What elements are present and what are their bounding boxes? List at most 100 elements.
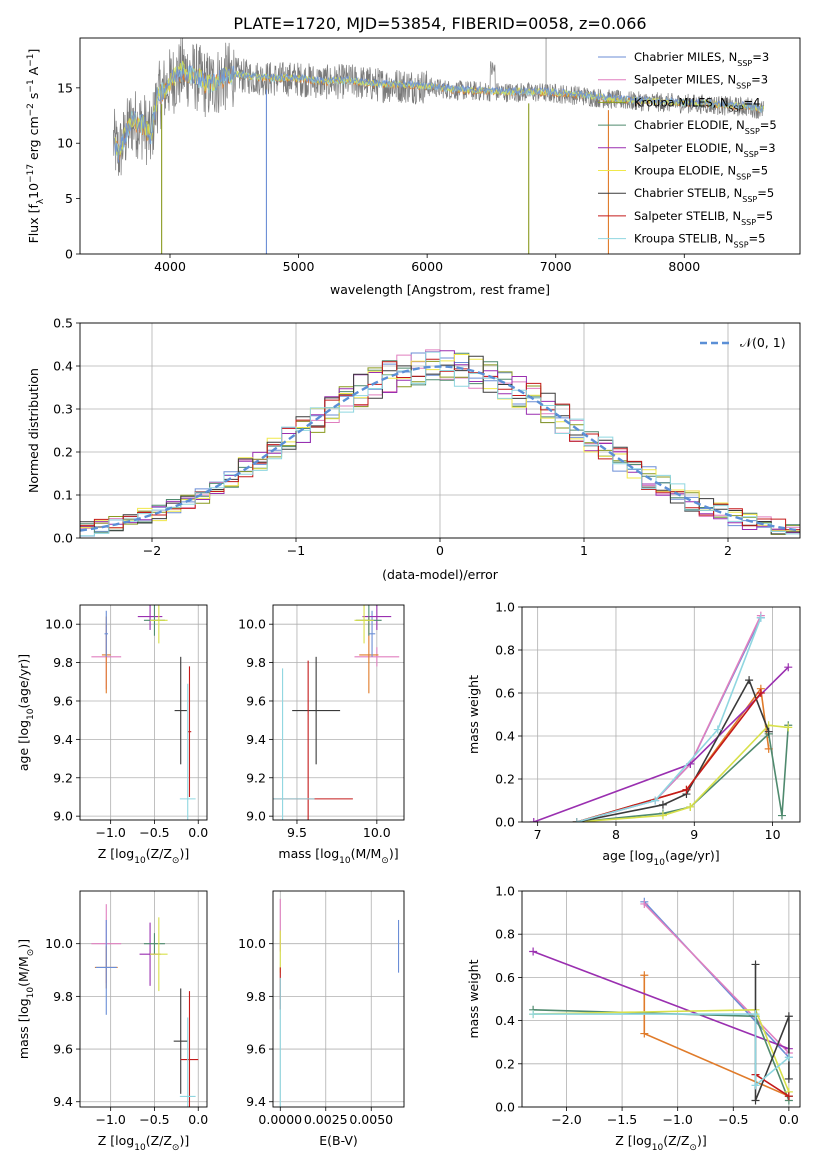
model-fit-line — [114, 64, 764, 163]
figure-title: PLATE=1720, MJD=53854, FIBERID=0058, z=0… — [233, 14, 646, 33]
y-tick-label: 0.2 — [495, 772, 515, 787]
y-tick-label: 5 — [65, 191, 73, 206]
y-tick-label: 9.8 — [246, 989, 266, 1004]
y-axis-label: mass [log10(M/M⊙)] — [16, 939, 36, 1059]
axes-frame — [272, 604, 405, 821]
x-tick-label: −2.0 — [551, 1112, 581, 1127]
y-tick-label: 10.0 — [45, 936, 73, 951]
weight-marker — [658, 811, 667, 820]
data-point — [273, 668, 315, 820]
data-point — [179, 683, 196, 820]
weight-series — [572, 676, 773, 822]
y-axis-label: Flux [fλ10−17 erg cm−2 s−1 A−1] — [26, 49, 46, 244]
spectrum-legend: Chabrier MILES, NSSP=3 Salpeter MILES, NS… — [598, 50, 777, 249]
y-tick-label: 9.0 — [53, 809, 73, 824]
x-tick-label: −0.5 — [139, 1112, 169, 1127]
weight-marker — [651, 796, 660, 805]
axis-label: Z [log10(Z/Z⊙)] — [98, 846, 189, 866]
y-tick-label: 0.4 — [53, 359, 73, 374]
weight-marker — [529, 818, 538, 822]
weight-marker — [686, 802, 695, 811]
x-tick-label: −1 — [287, 543, 305, 558]
weight-marker — [745, 676, 754, 685]
data-point — [292, 656, 341, 765]
data-point — [362, 605, 392, 630]
y-tick-label: 0.3 — [53, 402, 73, 417]
weight-marker — [751, 1096, 760, 1105]
y-tick-label: 10 — [57, 136, 73, 151]
data-point — [173, 988, 188, 1094]
x-tick-label: 10 — [765, 827, 781, 842]
x-axis-label: E(B-V) — [319, 1133, 358, 1148]
weight-line — [532, 950, 790, 1050]
x-tick-label: 0.0 — [779, 1112, 799, 1127]
weight-marker — [640, 971, 649, 980]
mass-vs-z-chart: −1.0 −0.5 0.0 9.4 9.6 9.8 10.0 Z [log10(Z/Z⊙)] m… — [16, 890, 208, 1153]
x-tick-label: −1.5 — [607, 1112, 637, 1127]
axis-label: Z [log10(Z/Z⊙)] — [615, 1133, 706, 1153]
axes-frame — [521, 606, 801, 823]
weight-marker — [682, 785, 691, 794]
x-tick-label: 5000 — [283, 259, 315, 274]
legend-entry: Salpeter MILES, NSSP=3 — [634, 73, 768, 91]
y-tick-label: 9.4 — [53, 1094, 73, 1109]
weight-line — [643, 975, 790, 1097]
weight-marker — [784, 1053, 793, 1062]
x-tick-label: 0.0 — [188, 1112, 208, 1127]
x-tick-label: 8 — [612, 827, 620, 842]
y-axis-label: mass weight — [466, 675, 481, 754]
legend-entry: Kroupa ELODIE, NSSP=5 — [634, 164, 768, 182]
y-tick-label: 10.0 — [45, 617, 73, 632]
x-axis-label: (data-model)/error — [382, 567, 499, 582]
age-vs-z-chart: −1.0 −0.5 0.0 9.0 9.2 9.4 9.6 9.8 10.0 Z [log10(Z… — [16, 604, 208, 866]
weight-marker — [756, 689, 765, 697]
error-bars — [273, 605, 400, 820]
x-tick-label: −0.5 — [139, 825, 169, 840]
y-tick-label: 0.0 — [495, 815, 515, 830]
histogram-series — [80, 351, 800, 537]
weight-marker — [529, 1010, 538, 1019]
data-point — [180, 991, 199, 1107]
weight-series — [529, 663, 793, 822]
histogram-series — [80, 352, 800, 533]
weight-series — [572, 721, 793, 822]
y-tick-label: 0.4 — [495, 1013, 515, 1028]
normal-curve — [80, 365, 800, 532]
y-tick-label: 0.2 — [53, 445, 73, 460]
legend-entry: Salpeter ELODIE, NSSP=3 — [634, 141, 776, 159]
y-tick-label: 9.6 — [246, 693, 266, 708]
weight-series — [572, 689, 765, 822]
y-tick-label: 9.8 — [246, 655, 266, 670]
y-tick-label: 10.0 — [238, 617, 266, 632]
weight-line — [576, 617, 762, 822]
y-tick-label: 9.8 — [53, 655, 73, 670]
weight-marker — [713, 725, 722, 734]
x-tick-label: 7 — [534, 827, 542, 842]
x-tick-label: 0.0050 — [349, 1112, 393, 1127]
x-tick-label: 4000 — [154, 259, 186, 274]
data-point — [150, 605, 168, 644]
y-axis-label: Normed distribution — [26, 368, 41, 493]
legend-entry: Chabrier ELODIE, NSSP=5 — [634, 118, 777, 136]
y-tick-label: 9.2 — [246, 770, 266, 785]
weight-marker — [756, 613, 765, 622]
axes-frame — [272, 890, 405, 1108]
y-tick-label: 0.8 — [495, 643, 515, 658]
y-tick-label: 0.8 — [495, 927, 515, 942]
x-tick-label: −1.0 — [663, 1112, 693, 1127]
weight-marker — [640, 1029, 649, 1038]
y-tick-label: 9.6 — [246, 1042, 266, 1057]
weight-marker — [529, 947, 538, 956]
x-tick-label: 0.0000 — [258, 1112, 302, 1127]
legend-entry: Chabrier STELIB, NSSP=5 — [634, 186, 774, 204]
data-point — [150, 917, 168, 992]
legend-entry: Kroupa MILES, NSSP=4 — [634, 95, 760, 113]
weight-marker — [751, 1010, 760, 1019]
weight-series — [572, 684, 773, 822]
weight-line — [576, 725, 790, 822]
y-tick-label: 10.0 — [238, 936, 266, 951]
x-tick-label: −1.0 — [95, 1112, 125, 1127]
y-tick-label: 9.4 — [53, 732, 73, 747]
weight-vs-z-chart: −2.0 −1.5 −1.0 −0.5 0.0 0.0 0.2 0.4 0.6 0.8 1.0 mas… — [466, 884, 801, 1153]
